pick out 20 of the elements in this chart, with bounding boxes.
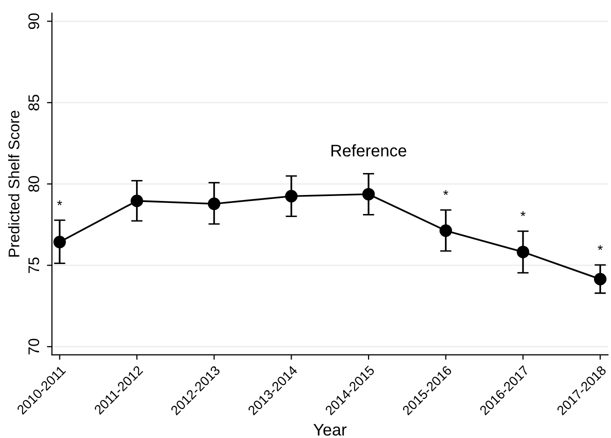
x-axis-title: Year xyxy=(313,424,347,436)
y-tick-label: 85 xyxy=(28,94,40,110)
data-label: * xyxy=(443,190,448,196)
data-label: * xyxy=(598,245,603,250)
y-tick-label: 70 xyxy=(28,338,40,354)
point xyxy=(208,198,220,210)
point xyxy=(594,272,606,286)
point xyxy=(130,194,144,208)
y-tick-label: 80 xyxy=(28,176,40,192)
data-label: * xyxy=(520,211,526,216)
y-axis-title: Predicted Shelf Score xyxy=(8,110,20,257)
point xyxy=(285,190,298,202)
point xyxy=(440,224,452,237)
point xyxy=(516,246,530,258)
y-tick-label: 90 xyxy=(28,13,40,30)
data-label: Reference xyxy=(331,144,406,157)
y-tick-label: 75 xyxy=(28,257,40,274)
data-label: * xyxy=(57,200,62,206)
point xyxy=(53,236,66,248)
point xyxy=(362,188,375,200)
